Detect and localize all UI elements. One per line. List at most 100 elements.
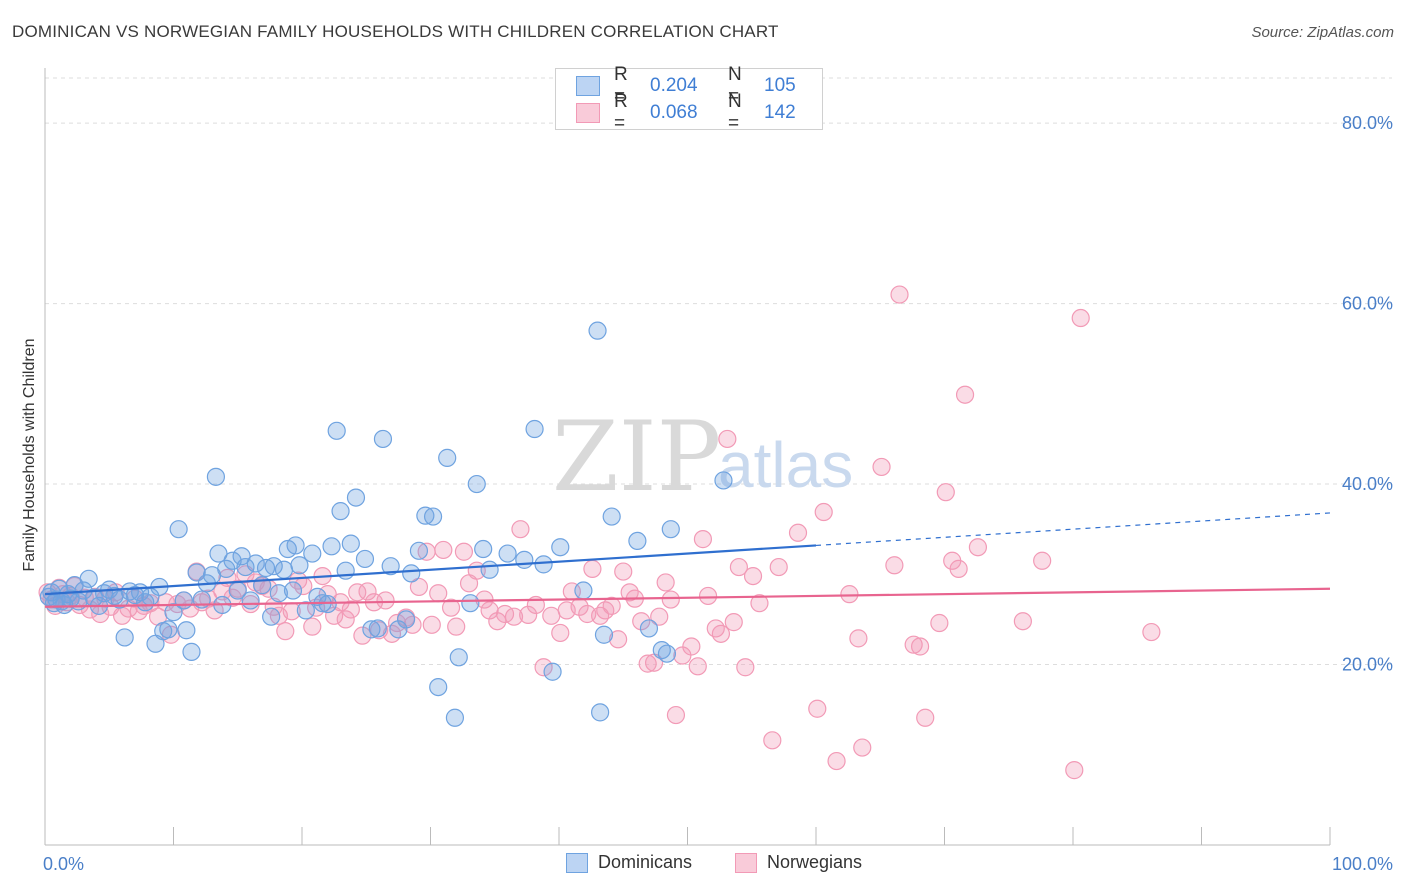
data-point (930, 613, 949, 633)
data-point (588, 321, 607, 340)
watermark-atlas: atlas (718, 429, 853, 501)
x-tick-label: 100.0% (1332, 854, 1393, 874)
data-point (182, 642, 201, 661)
data-point (525, 419, 544, 439)
data-point (498, 544, 517, 563)
data-point (936, 483, 955, 502)
data-point (327, 421, 346, 440)
legend-swatch-pink (576, 103, 600, 123)
legend-r-label: R = (614, 64, 628, 107)
legend-n-label: N = (728, 91, 742, 134)
data-point (827, 751, 846, 771)
data-point (209, 544, 228, 563)
legend-r-value: 0.068 (650, 102, 698, 123)
data-point (688, 657, 707, 676)
data-point (125, 585, 145, 605)
data-point (423, 507, 443, 526)
data-point (661, 520, 680, 539)
data-point (632, 612, 651, 631)
data-point (693, 530, 713, 549)
data-point (409, 577, 429, 597)
legend-n-value: 142 (764, 102, 796, 123)
data-point (262, 607, 281, 626)
data-point (159, 620, 178, 639)
data-point (955, 385, 975, 404)
legend-row-norwegians: R = 0.068 N = 142 (576, 91, 796, 134)
data-point (241, 591, 260, 610)
data-point (322, 537, 341, 556)
data-point (447, 617, 466, 636)
data-point (362, 620, 381, 639)
data-point (373, 429, 393, 449)
data-point (910, 637, 930, 656)
data-point (336, 561, 355, 580)
legend-label-norwegians: Norwegians (767, 852, 863, 872)
watermark-zip: ZIP (552, 401, 721, 513)
data-point (574, 581, 593, 600)
data-point (381, 557, 400, 576)
data-point (283, 581, 303, 600)
data-point (591, 703, 610, 722)
data-point (885, 556, 904, 575)
data-point (115, 628, 134, 647)
data-point (174, 591, 193, 610)
y-tick-label: 80.0% (1342, 113, 1393, 133)
data-point (461, 594, 480, 613)
data-point (583, 559, 602, 578)
data-point (808, 699, 827, 718)
data-point (534, 658, 553, 677)
legend-r-value: 0.204 (650, 75, 698, 96)
data-point (341, 600, 360, 619)
data-point (736, 658, 755, 677)
series-legend: Dominicans Norwegians (0, 852, 1406, 878)
data-point (534, 555, 553, 574)
data-point (169, 520, 188, 539)
tick-labels: 20.0% 40.0% 60.0% 80.0% 0.0% 100.0% (43, 113, 1393, 874)
data-point (387, 613, 407, 633)
data-point (656, 573, 675, 592)
data-point (849, 629, 868, 648)
data-point (353, 626, 372, 645)
data-point (355, 549, 375, 569)
data-point (368, 619, 387, 638)
data-point (602, 596, 621, 615)
data-point (358, 582, 377, 601)
data-point (488, 612, 507, 631)
norwegians-trend-line (44, 587, 1331, 608)
data-point (729, 557, 749, 577)
data-point (609, 630, 628, 649)
data-point (422, 615, 441, 634)
data-point (389, 620, 408, 639)
data-point (264, 557, 283, 576)
data-point (274, 560, 294, 579)
legend-label-dominicans: Dominicans (598, 852, 693, 872)
data-point (743, 566, 763, 586)
data-point (331, 502, 350, 521)
data-point (638, 654, 657, 673)
data-point (1033, 551, 1052, 570)
swatch-dominicans (566, 852, 588, 873)
data-point (769, 557, 788, 577)
data-point (628, 531, 647, 551)
data-point (916, 708, 935, 727)
data-point (853, 738, 872, 757)
data-point (318, 594, 337, 614)
legend-row-dominicans: R = 0.204 N = 105 (576, 64, 796, 107)
data-point (409, 541, 429, 560)
data-point (714, 471, 733, 490)
data-point (763, 731, 782, 750)
data-point (724, 613, 743, 632)
data-point (445, 708, 465, 727)
axes (44, 68, 1331, 846)
data-point (336, 610, 355, 629)
data-point (504, 607, 524, 626)
legend-n-value: 105 (764, 75, 796, 96)
data-point (438, 448, 457, 467)
data-point (890, 285, 909, 304)
data-point (666, 705, 686, 725)
data-point (1013, 612, 1032, 631)
data-point (698, 586, 718, 606)
legend-item-norwegians: Norwegians (735, 852, 862, 873)
data-point (788, 523, 808, 542)
data-point (164, 603, 183, 622)
